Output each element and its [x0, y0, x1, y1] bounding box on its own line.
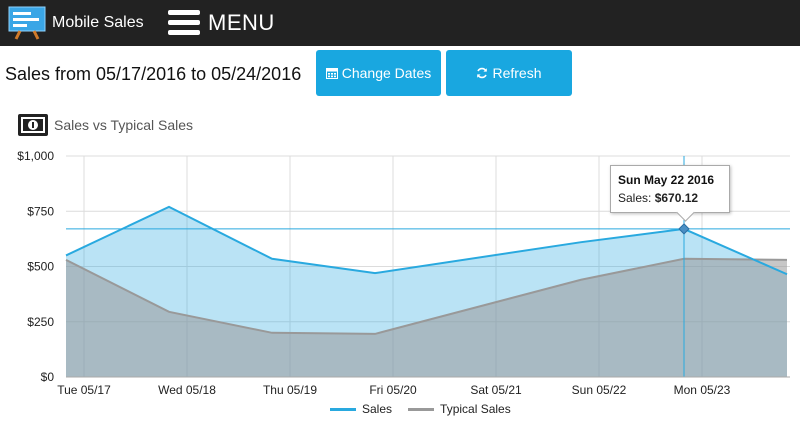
refresh-button[interactable]: Refresh — [446, 50, 572, 96]
legend-swatch-typical — [408, 407, 435, 411]
money-bill-icon — [18, 114, 48, 136]
y-tick-label: $1,000 — [17, 149, 54, 163]
legend-label-typical: Typical Sales — [440, 402, 511, 416]
hovered-point-marker[interactable] — [678, 223, 690, 235]
app-name: Mobile Sales — [52, 14, 144, 31]
sales-point[interactable] — [270, 257, 274, 261]
typical-sales-area — [66, 258, 787, 377]
typical-sales-point[interactable] — [167, 310, 171, 314]
x-tick-label: Mon 05/23 — [674, 383, 731, 397]
tooltip-date: Sun May 22 2016 — [618, 173, 715, 187]
sales-point[interactable] — [64, 253, 68, 257]
menu-label: MENU — [208, 10, 275, 35]
hamburger-menu-icon — [168, 10, 200, 36]
sales-point[interactable] — [579, 240, 583, 244]
chart-tooltip: Sun May 22 2016 Sales: $670.12 — [610, 165, 730, 222]
typical-sales-point[interactable] — [785, 258, 789, 262]
menu-button[interactable]: MENU — [168, 8, 275, 38]
chart-title: Sales vs Typical Sales — [54, 117, 194, 133]
refresh-icon — [477, 67, 488, 79]
sales-screen-icon — [8, 6, 48, 45]
legend-label-sales: Sales — [362, 402, 393, 416]
typical-sales-point[interactable] — [373, 332, 377, 336]
change-dates-button[interactable]: Change Dates — [316, 50, 441, 96]
legend-item-typical-sales[interactable]: Typical Sales — [408, 402, 511, 416]
chart-header: Sales vs Typical Sales — [18, 114, 193, 136]
legend-swatch-sales — [330, 407, 356, 411]
x-tick-label: Tue 05/17 — [57, 383, 111, 397]
typical-sales-point[interactable] — [270, 331, 274, 335]
y-tick-label: $250 — [27, 315, 54, 329]
x-tick-label: Sat 05/21 — [470, 383, 522, 397]
tooltip-value: $670.12 — [654, 191, 699, 205]
sales-point[interactable] — [373, 271, 377, 275]
x-tick-label: Wed 05/18 — [158, 383, 216, 397]
legend-item-sales[interactable]: Sales — [330, 402, 392, 416]
y-tick-label: $0 — [41, 370, 55, 384]
change-dates-label: Change Dates — [341, 65, 432, 81]
y-tick-label: $750 — [27, 204, 54, 218]
y-tick-label: $500 — [27, 260, 54, 274]
x-tick-label: Thu 05/19 — [263, 383, 317, 397]
typical-sales-point[interactable] — [64, 258, 68, 262]
date-range-title: Sales from 05/17/2016 to 05/24/2016 — [5, 64, 302, 84]
x-tick-label: Sun 05/22 — [572, 383, 627, 397]
x-tick-label: Fri 05/20 — [369, 383, 417, 397]
sales-point[interactable] — [167, 205, 171, 209]
refresh-label: Refresh — [492, 65, 542, 81]
chart-legend: Sales Typical Sales — [330, 402, 527, 416]
sales-point[interactable] — [785, 272, 789, 276]
tooltip-label: Sales: — [618, 191, 652, 205]
top-bar: Mobile Sales MENU — [0, 0, 800, 46]
tooltip-row: Sales: $670.12 — [618, 191, 698, 205]
typical-sales-point[interactable] — [579, 278, 583, 282]
calendar-icon — [325, 68, 338, 79]
